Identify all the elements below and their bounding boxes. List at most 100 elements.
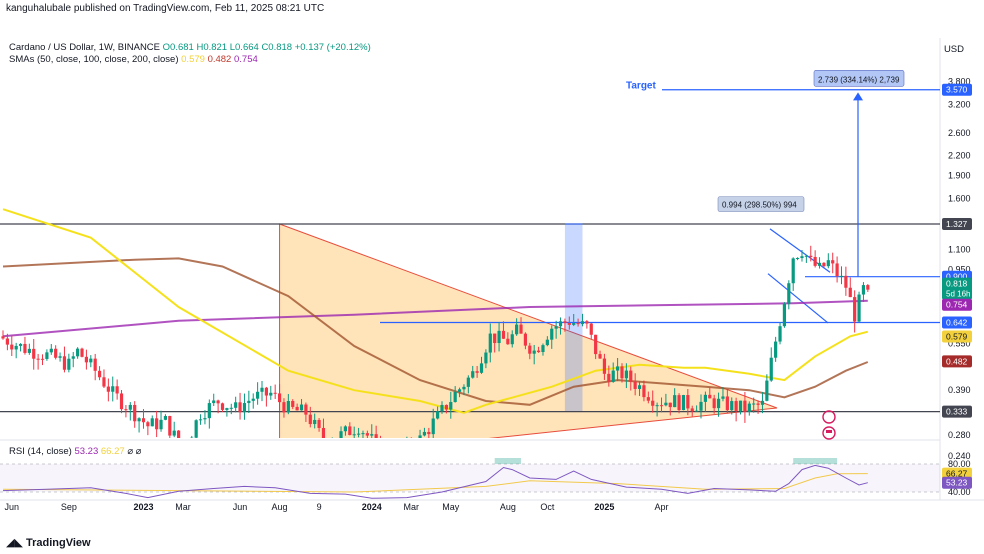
candle-body (809, 255, 813, 257)
candle (506, 332, 510, 345)
candle-body (40, 358, 45, 360)
candle-body (457, 389, 462, 392)
candle (14, 342, 18, 359)
candle-body (760, 400, 765, 405)
candle-body (791, 258, 795, 284)
candle-body (730, 401, 734, 411)
candle (163, 414, 168, 421)
currency-label[interactable]: USD (943, 44, 964, 55)
candle (572, 314, 576, 327)
candle-body (743, 400, 747, 412)
candle (177, 430, 181, 438)
candle (414, 447, 417, 462)
candle (282, 398, 286, 418)
y-tick-label: 0.550 (948, 339, 971, 349)
candle-body (286, 401, 290, 413)
rsi-settings-icon[interactable]: ⌀ ⌀ (127, 446, 142, 457)
candle (190, 435, 194, 438)
candle (853, 290, 857, 333)
candle-body (155, 418, 159, 430)
candle (695, 405, 699, 412)
candle (690, 405, 694, 417)
candle-body (817, 262, 822, 266)
candle-body (260, 387, 264, 392)
candle-body (637, 385, 642, 389)
candle-body (388, 444, 391, 453)
y-tick-label: 3.800 (948, 76, 971, 86)
candle-body (58, 356, 62, 358)
candle (479, 356, 484, 374)
candle (374, 425, 378, 438)
candle (273, 384, 277, 399)
candle-body (589, 323, 593, 335)
candle (352, 426, 356, 438)
candle (141, 409, 146, 429)
price-flag-label: 3.570 (946, 85, 968, 95)
candle-body (331, 442, 334, 446)
candle (668, 402, 672, 416)
candle-body (620, 366, 624, 379)
price-flag (942, 218, 972, 231)
candle-body (554, 326, 558, 329)
symbol-name: Cardano / US Dollar, 1W, BINANCE (9, 42, 160, 53)
candle-body (317, 419, 321, 428)
candle-body (32, 348, 36, 359)
candle-body (633, 381, 637, 389)
candle (348, 422, 352, 436)
candle (45, 349, 49, 361)
candle (410, 437, 413, 453)
candle-body (18, 343, 23, 346)
candle (80, 347, 84, 358)
measure-rally-box (717, 196, 805, 212)
candle-body (497, 330, 501, 344)
candle (589, 322, 593, 340)
x-tick-label: Jun (233, 502, 248, 512)
x-tick-label: Apr (654, 502, 668, 512)
candle-body (611, 370, 615, 382)
candle-body (545, 339, 549, 346)
candles-layer (1, 245, 870, 463)
candle-body (203, 418, 207, 420)
target-label: Target (626, 81, 656, 92)
candle-body (269, 392, 273, 396)
candle (712, 394, 716, 414)
candle-body (277, 393, 282, 403)
price-flag (942, 277, 972, 300)
candle-body (365, 433, 369, 436)
candle (286, 394, 290, 415)
candle-body (141, 418, 146, 423)
price-flag (942, 298, 972, 311)
candle-body (418, 435, 422, 438)
symmetrical-triangle (279, 223, 778, 438)
candle (392, 443, 395, 463)
candle-body (27, 348, 31, 353)
candle-body (133, 404, 137, 422)
candle (326, 440, 329, 451)
rsi-legend[interactable]: RSI (14, close) 53.23 66.27 ⌀ ⌀ (9, 446, 141, 457)
candle (541, 343, 545, 356)
candle-body (449, 402, 453, 410)
candle-body (712, 398, 716, 409)
tradingview-logo[interactable]: ◢◣ TradingView (6, 536, 91, 549)
ma-lines-layer (2, 208, 869, 414)
candle (730, 397, 734, 415)
candle (765, 374, 769, 402)
candle (436, 406, 440, 420)
candle-body (444, 404, 448, 410)
ohlc-high: H0.821 (196, 42, 228, 53)
candle-body (410, 443, 413, 453)
candle (23, 336, 27, 355)
sma-legend[interactable]: SMAs (50, close, 100, close, 200, close)… (9, 54, 258, 65)
x-tick-label: 2023 (133, 502, 153, 512)
candle (528, 342, 532, 360)
candle (440, 401, 444, 414)
candle (146, 420, 150, 436)
sma200-value: 0.754 (233, 54, 258, 65)
y-tick-label: 0.390 (948, 385, 971, 395)
candle-body (585, 321, 589, 324)
candle (703, 391, 707, 412)
candle (752, 397, 756, 413)
candle-body (651, 400, 655, 406)
price-flag-label: 0.818 (946, 279, 968, 289)
